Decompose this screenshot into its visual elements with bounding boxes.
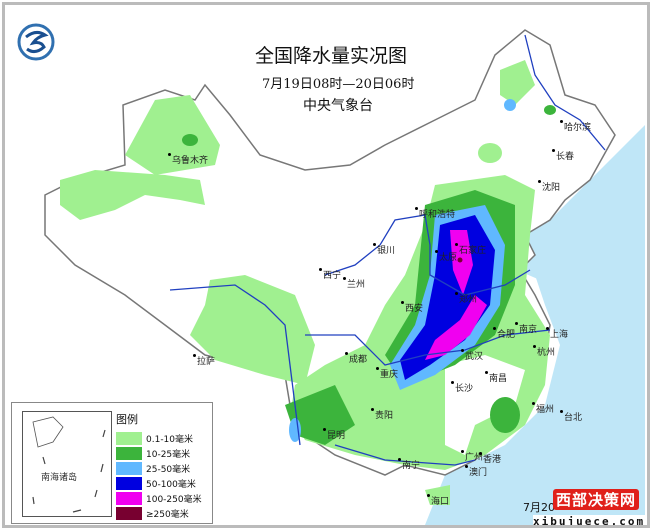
legend-swatch bbox=[116, 491, 142, 505]
city-label: 合肥 bbox=[493, 327, 515, 340]
legend-item: 25-50毫米 bbox=[116, 461, 202, 475]
city-label: 贵阳 bbox=[371, 408, 393, 421]
legend-label: 10-25毫米 bbox=[146, 449, 191, 460]
map-subtitle: 7月19日08时—20日06时 bbox=[262, 77, 415, 92]
city-label: 长春 bbox=[552, 149, 574, 162]
date-stub: 7月20 bbox=[523, 501, 555, 514]
city-label: 南昌 bbox=[485, 371, 507, 384]
city-label: 西安 bbox=[401, 301, 423, 314]
legend-label: 0.1-10毫米 bbox=[146, 434, 194, 445]
city-label: 太原 bbox=[435, 250, 457, 263]
city-label: 重庆 bbox=[376, 367, 398, 380]
legend-swatch bbox=[116, 431, 142, 445]
city-label: 南宁 bbox=[398, 458, 420, 471]
legend: 南海诸岛 图例 0.1-10毫米 10-25毫米 25-50毫米 50-100毫米 10… bbox=[11, 402, 213, 524]
city-label: 南京 bbox=[515, 322, 537, 335]
city-label: 广州 bbox=[461, 450, 483, 463]
legend-swatch bbox=[116, 506, 142, 520]
city-label: 香港 bbox=[479, 452, 501, 465]
city-label: 武汉 bbox=[461, 349, 483, 362]
legend-item: 10-25毫米 bbox=[116, 446, 202, 460]
city-label: 西宁 bbox=[319, 268, 341, 281]
city-label: 郑州 bbox=[455, 292, 477, 305]
legend-items: 0.1-10毫米 10-25毫米 25-50毫米 50-100毫米 100-250毫米 ≥… bbox=[116, 431, 202, 521]
legend-item: 100-250毫米 bbox=[116, 491, 202, 505]
legend-swatch bbox=[116, 446, 142, 460]
cma-logo bbox=[17, 23, 55, 61]
city-label: 拉萨 bbox=[193, 354, 215, 367]
legend-label: 50-100毫米 bbox=[146, 479, 196, 490]
legend-swatch bbox=[116, 461, 142, 475]
agency-name: 中央气象台 bbox=[303, 98, 373, 114]
south-china-sea-inset: 南海诸岛 bbox=[22, 411, 112, 517]
legend-label: 100-250毫米 bbox=[146, 494, 202, 505]
legend-title: 图例 bbox=[116, 413, 138, 426]
map-title: 全国降水量实况图 bbox=[255, 45, 408, 67]
city-label: 澳门 bbox=[465, 465, 487, 478]
city-label: 银川 bbox=[373, 243, 395, 256]
city-label: 昆明 bbox=[323, 428, 345, 441]
city-label: 呼和浩特 bbox=[415, 207, 455, 220]
city-label: 乌鲁木齐 bbox=[168, 153, 208, 166]
city-label: 兰州 bbox=[343, 277, 365, 290]
city-label: 沈阳 bbox=[538, 180, 560, 193]
sea bbox=[425, 125, 645, 525]
legend-item: ≥250毫米 bbox=[116, 506, 202, 520]
city-label: 石家庄 bbox=[455, 243, 486, 256]
legend-label: ≥250毫米 bbox=[146, 509, 189, 520]
city-label: 上海 bbox=[546, 327, 568, 340]
city-label: 福州 bbox=[532, 402, 554, 415]
inset-label: 南海诸岛 bbox=[41, 473, 78, 483]
legend-swatch bbox=[116, 476, 142, 490]
legend-item: 50-100毫米 bbox=[116, 476, 202, 490]
legend-label: 25-50毫米 bbox=[146, 464, 191, 475]
watermark-url: xibujuece.com bbox=[533, 515, 646, 528]
legend-item: 0.1-10毫米 bbox=[116, 431, 202, 445]
watermark: 西部决策网 bbox=[553, 489, 640, 510]
rain-250-plus-areas bbox=[457, 257, 463, 263]
city-label: 杭州 bbox=[533, 345, 555, 358]
city-label: 长沙 bbox=[451, 381, 473, 394]
city-label: 台北 bbox=[560, 410, 582, 423]
city-label: 成都 bbox=[345, 352, 367, 365]
city-label: 哈尔滨 bbox=[560, 120, 591, 133]
city-label: 海口 bbox=[427, 494, 449, 507]
